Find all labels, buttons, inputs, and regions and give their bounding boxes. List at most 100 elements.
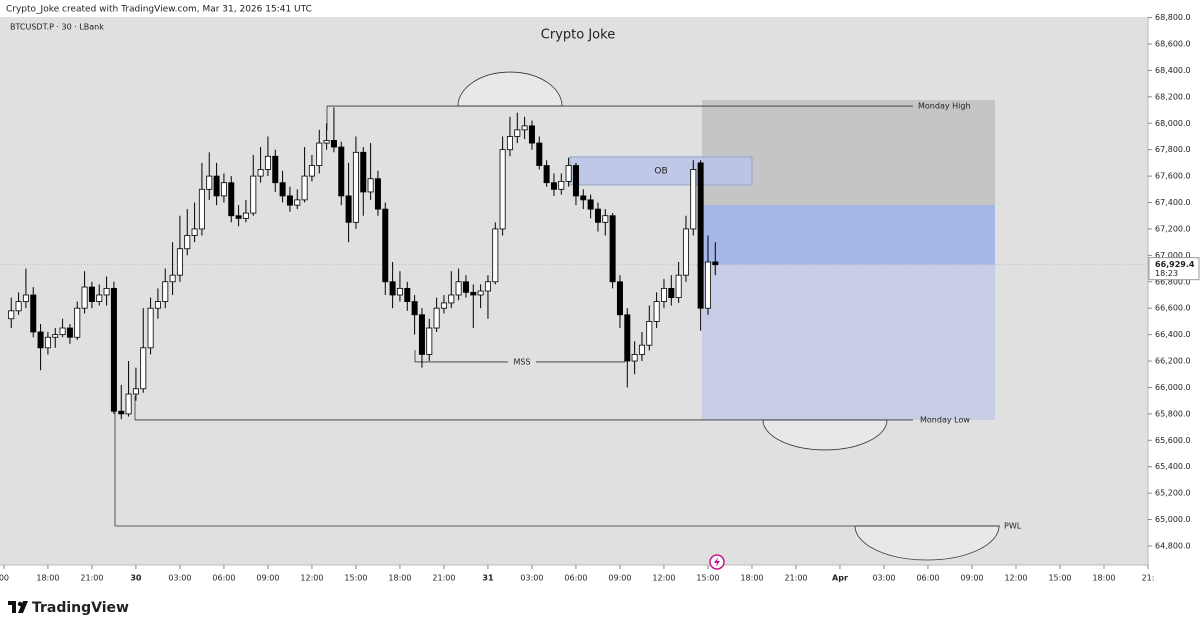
y-tick-label: 65,200.0 [1155,489,1191,498]
y-tick-label: 68,400.0 [1155,66,1191,75]
candle-body [440,302,447,309]
candle-body [37,331,44,349]
candle-body [499,149,506,230]
candle-body [484,281,491,292]
candle-body [301,175,308,201]
candle-body [587,199,594,210]
candle-body [88,286,95,302]
y-tick-label: 68,000.0 [1155,119,1191,128]
countdown: 18:23 [1155,269,1178,278]
candle-body [74,307,81,338]
candle-body [110,287,117,412]
candle-body [250,175,257,214]
candle-body [565,165,572,182]
zone [702,264,995,420]
candle-body [169,274,176,283]
candle-body [433,307,440,329]
candle-body [609,215,616,283]
candle-body [235,215,242,219]
y-tick-label: 66,800.0 [1155,277,1191,286]
candle-body [140,347,147,390]
x-tick-label: 31 [482,574,494,583]
x-tick-label: Apr [832,574,848,583]
candle-body [125,393,132,415]
candle-body [52,334,59,338]
x-tick-label: 21:00 [432,574,455,583]
candle-body [477,290,484,296]
header: Crypto_Joke created with TradingView.com… [6,5,312,15]
y-tick-label: 66,200.0 [1155,357,1191,366]
level-label: Monday Low [920,415,970,424]
logo-icon [8,601,28,613]
candle-body [367,178,374,193]
candle-body [704,261,711,309]
candle-body [220,182,227,197]
candle-body [191,228,198,236]
candle-body [653,301,660,322]
lightning-icon [709,554,725,570]
candle-body [272,155,279,184]
x-tick-label: 18:00 [388,574,411,583]
candle-body [411,301,418,316]
candle-body [697,162,704,309]
candle-body [316,142,323,166]
candle-body [228,182,235,217]
candle-body [206,175,213,190]
x-tick-label: 15:00 [344,574,367,583]
last-price-label: 66,929.4 [1155,260,1195,269]
y-tick-label: 65,800.0 [1155,409,1191,418]
candle-body [242,212,249,219]
level-arc [854,525,1000,561]
candle-body [330,140,337,148]
candle-body [646,321,653,346]
x-tick-label: 12:00 [652,574,675,583]
candle-body [176,248,183,276]
candle-body [624,314,631,362]
x-tick-label: 06:00 [212,574,235,583]
candle-body [30,294,37,333]
candle-body [404,287,411,302]
candle-body [308,165,315,177]
x-tick-label: 18:00 [36,574,59,583]
x-tick-label: 21: [1142,574,1155,583]
y-tick-label: 67,800.0 [1155,145,1191,154]
candle-body [15,301,22,312]
x-tick-label: 06:00 [564,574,587,583]
candle-body [22,294,29,302]
x-tick-label: 00 [0,574,9,583]
candle-body [323,140,330,144]
candle-body [631,354,638,362]
candle-body [389,281,396,296]
y-tick-label: 67,200.0 [1155,224,1191,233]
candle-body [147,307,154,349]
candle-body [668,287,675,299]
candle-body [455,281,462,296]
y-tick-label: 68,800.0 [1155,13,1191,22]
candle-body [154,301,161,309]
x-tick-label: 15:00 [696,574,719,583]
level-label: PWL [1004,522,1022,531]
candle-body [462,281,469,293]
candle-body [382,208,389,283]
candle-body [506,136,513,151]
candle-body [712,261,719,266]
candle-body [521,125,528,131]
candle-body [44,336,51,349]
x-tick-label: 09:00 [960,574,983,583]
zone [702,100,995,206]
candle-body [286,195,293,206]
x-tick-label: 03:00 [872,574,895,583]
candle-body [198,188,205,230]
candle-body [550,182,557,190]
x-tick-label: 21:00 [80,574,103,583]
x-tick-label: 03:00 [520,574,543,583]
x-tick-label: 15:00 [1048,574,1071,583]
y-tick-label: 67,000.0 [1155,251,1191,260]
logo-text: TradingView [32,600,129,616]
candle-body [543,165,550,184]
drawing-layer: OB Monday High Monday Low PWL MSS [0,71,1148,561]
candle-body [675,274,682,299]
candle-body [81,286,88,309]
level-label: MSS [513,357,530,366]
y-tick-label: 67,400.0 [1155,198,1191,207]
